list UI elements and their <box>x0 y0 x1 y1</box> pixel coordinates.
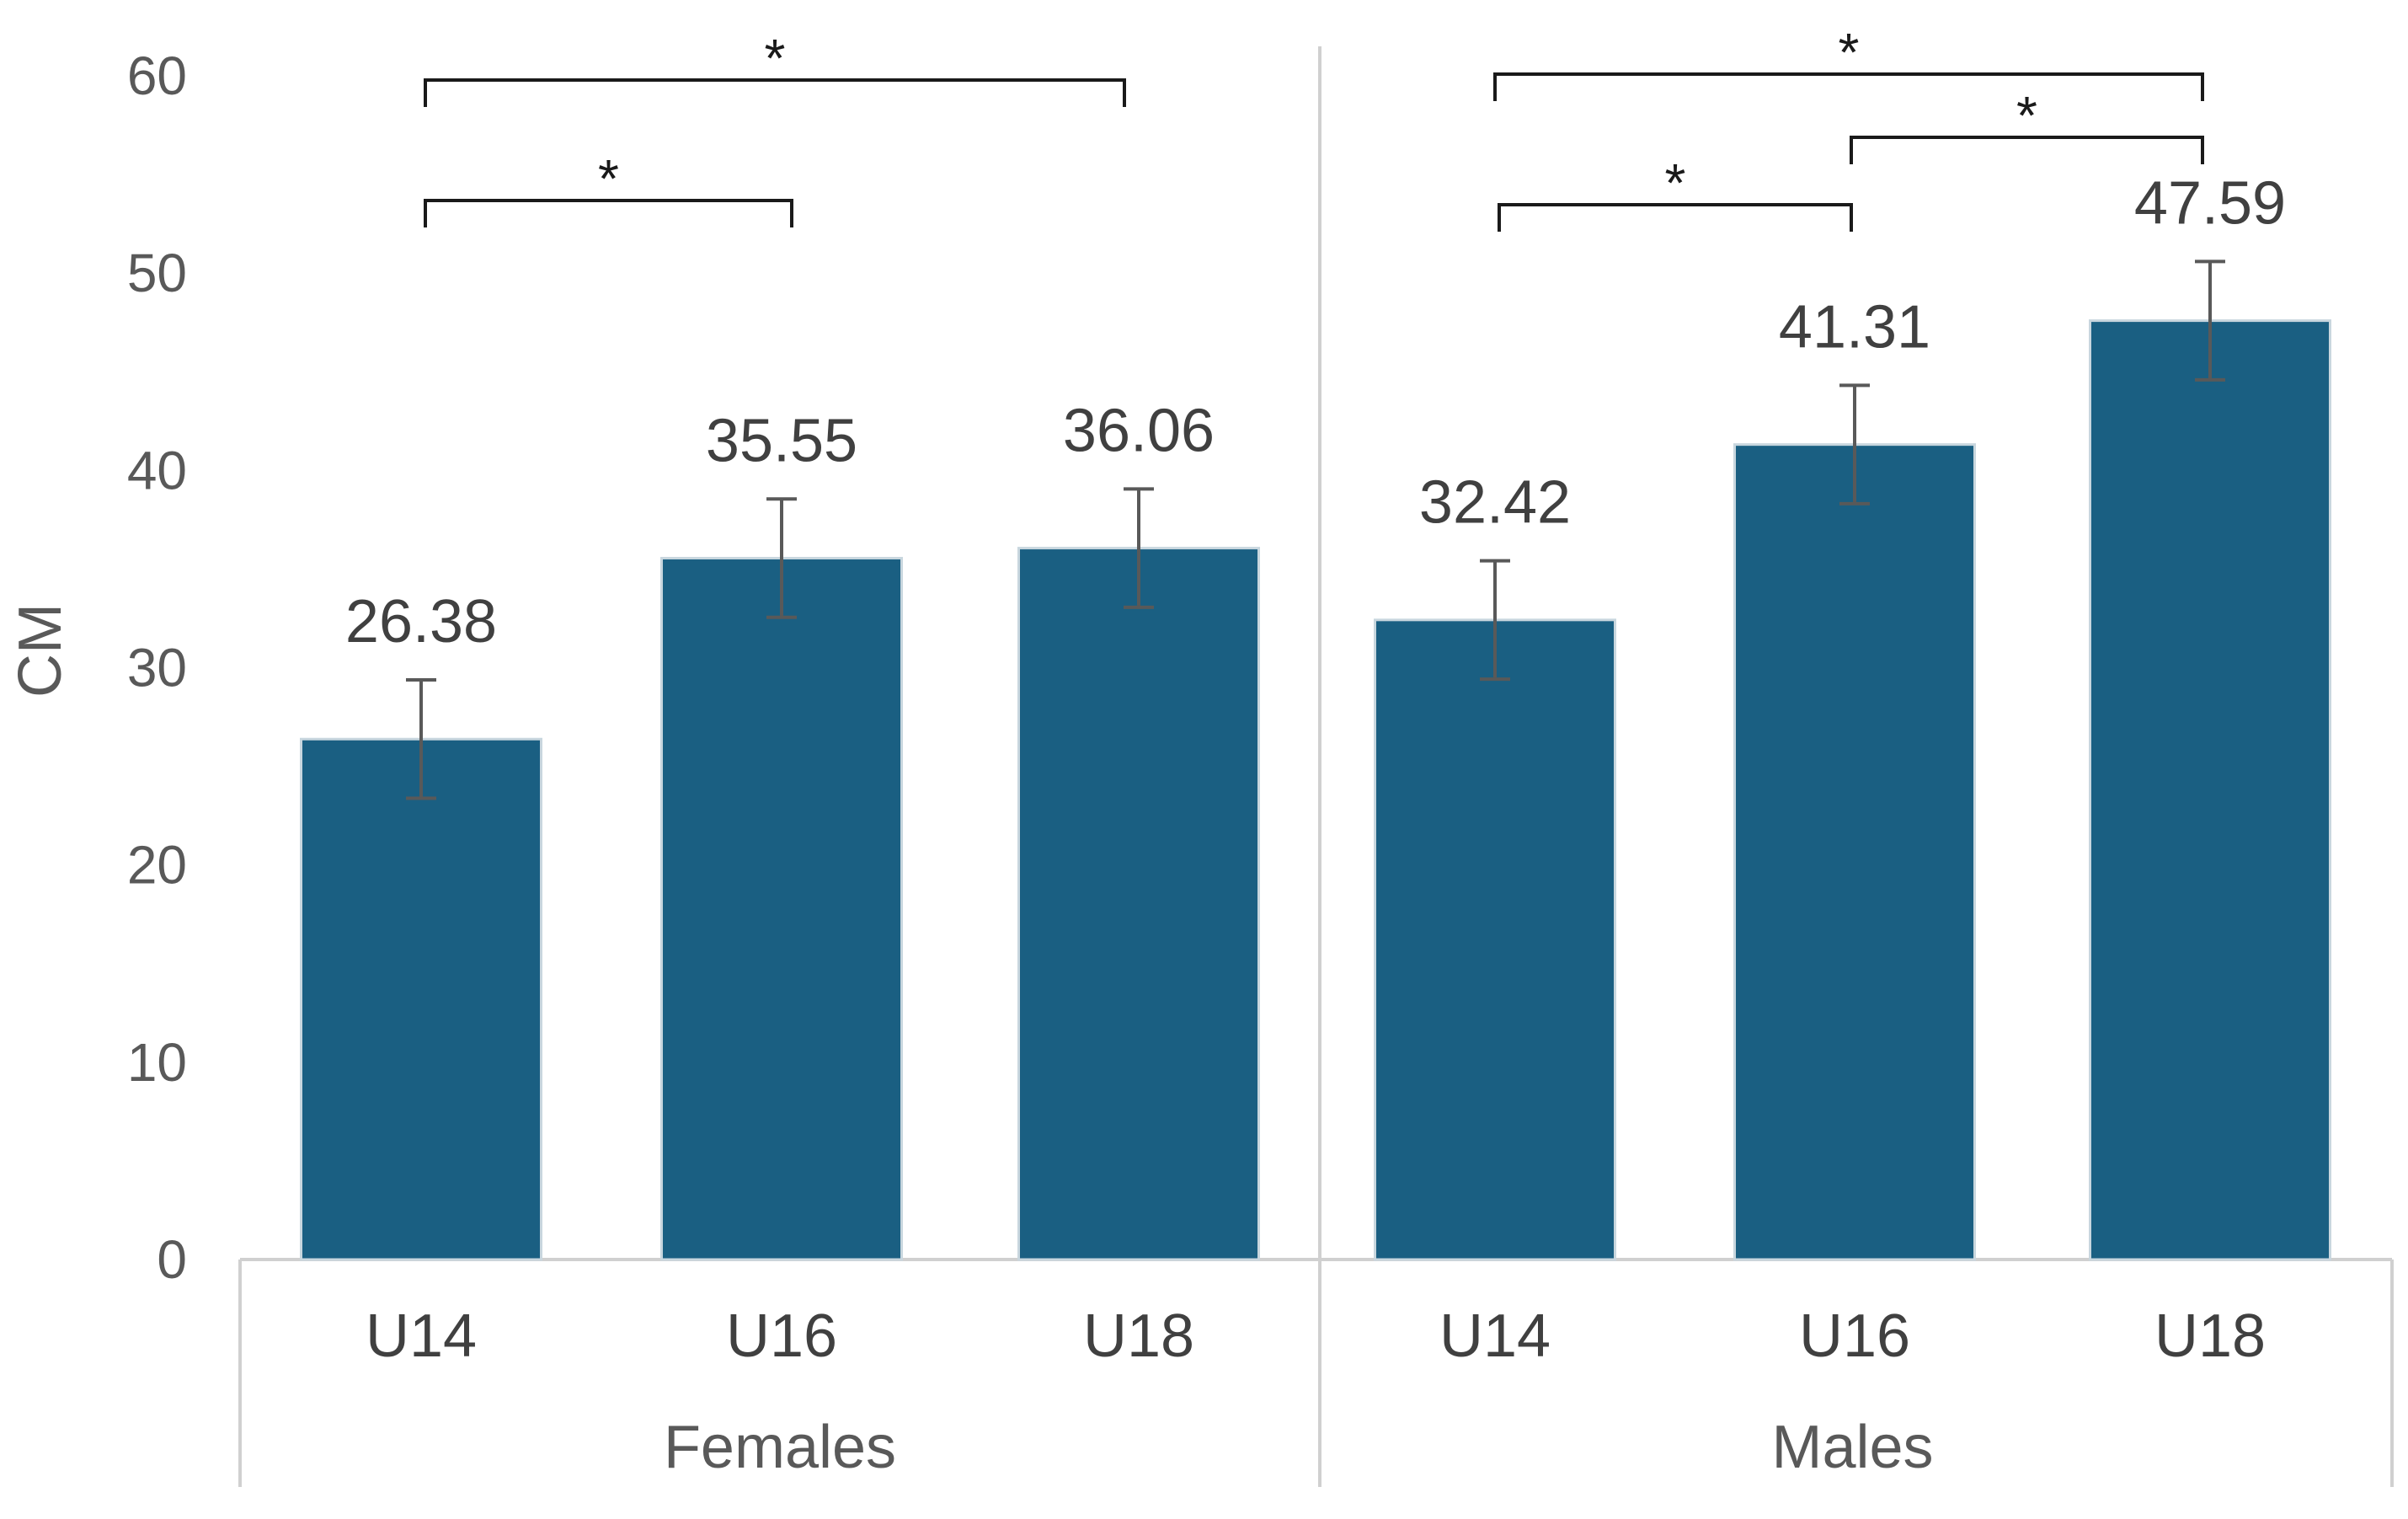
significance-bracket: * <box>1850 85 2204 164</box>
x-category-label: U16 <box>726 1302 837 1370</box>
significance-brackets: * * * * * <box>424 22 2204 232</box>
x-group-label: Males <box>1771 1414 1933 1481</box>
data-labels: 26.38 35.55 36.06 32.42 41.31 47.59 <box>345 169 2286 655</box>
significance-star: * <box>1839 22 1860 83</box>
x-category-label: U18 <box>2154 1302 2266 1370</box>
error-bar <box>1839 383 1870 505</box>
data-label: 47.59 <box>2134 169 2286 237</box>
bar-males-u16 <box>1733 443 1976 1261</box>
significance-star: * <box>598 148 619 209</box>
data-label: 32.42 <box>1419 469 1571 537</box>
error-bar <box>2195 259 2225 382</box>
bracket-line <box>424 78 1126 107</box>
y-tick-label: 20 <box>127 835 187 896</box>
significance-bracket: * <box>424 28 1126 107</box>
significance-star: * <box>765 28 786 88</box>
y-tick-label: 30 <box>127 638 187 698</box>
error-bar <box>406 678 436 800</box>
x-category-label: U14 <box>1439 1302 1551 1370</box>
bracket-line <box>1850 136 2204 164</box>
error-bar <box>1124 487 1154 609</box>
x-category-label: U18 <box>1083 1302 1194 1370</box>
significance-star: * <box>1665 152 1686 213</box>
y-tick-label: 10 <box>127 1032 187 1093</box>
bracket-line <box>424 199 793 227</box>
data-label: 35.55 <box>706 407 857 474</box>
significance-star: * <box>2016 85 2037 146</box>
x-axis: U14 U16 U18 Females U14 U16 U18 Males <box>366 1302 2266 1481</box>
bracket-line <box>1493 72 2204 101</box>
bar-females-u18 <box>1017 547 1260 1261</box>
significance-bracket: * <box>1493 22 2204 101</box>
x-group-label: Females <box>664 1414 896 1481</box>
data-label: 41.31 <box>1779 293 1930 361</box>
significance-bracket: * <box>424 148 793 227</box>
error-bar <box>766 497 797 619</box>
bar-females-u16 <box>660 557 903 1261</box>
y-tick-label: 40 <box>127 440 187 500</box>
chart-frame <box>238 46 2394 1487</box>
error-bar <box>1480 559 1510 682</box>
y-tick-label: 0 <box>157 1229 187 1290</box>
y-tick-label: 60 <box>127 45 187 106</box>
y-axis-label: CM <box>7 603 74 698</box>
data-label: 36.06 <box>1063 397 1215 464</box>
y-axis: CM 0 10 20 30 40 50 60 <box>7 45 187 1290</box>
bars <box>300 319 2331 1261</box>
x-category-label: U16 <box>1799 1302 1910 1370</box>
bar-females-u14 <box>300 737 542 1261</box>
bracket-line <box>1498 203 1853 232</box>
bar-males-u18 <box>2089 319 2331 1261</box>
error-bars <box>406 259 2225 800</box>
data-label: 26.38 <box>345 588 497 655</box>
y-tick-label: 50 <box>127 243 187 303</box>
bar-males-u14 <box>1374 618 1616 1261</box>
x-category-label: U14 <box>366 1302 477 1370</box>
significance-bracket: * <box>1498 152 1853 232</box>
